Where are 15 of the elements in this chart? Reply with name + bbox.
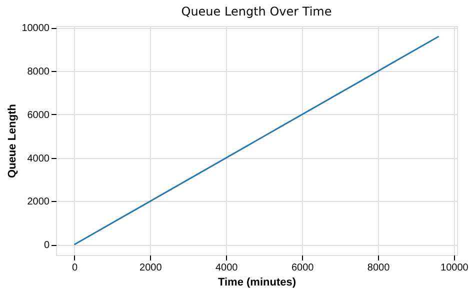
y-tick-label: 10000: [22, 23, 50, 34]
x-tick-label: 2000: [140, 262, 162, 274]
x-tick-label: 8000: [367, 262, 390, 274]
x-tick-label: 0: [72, 262, 78, 274]
x-tick-label: 4000: [215, 262, 238, 274]
y-tick-label: 4000: [27, 153, 50, 164]
x-axis-title: Time (minutes): [218, 276, 296, 288]
y-tick-label: 2000: [27, 196, 50, 208]
y-tick-label: 8000: [27, 66, 50, 78]
y-tick-label: 6000: [27, 110, 50, 121]
y-tick-label: 0: [44, 240, 50, 252]
y-axis-title: Queue Length: [6, 104, 19, 178]
chart-title: Queue Length Over Time: [181, 4, 332, 19]
x-tick-label: 10000: [440, 262, 469, 274]
x-tick-label: 6000: [291, 262, 314, 274]
